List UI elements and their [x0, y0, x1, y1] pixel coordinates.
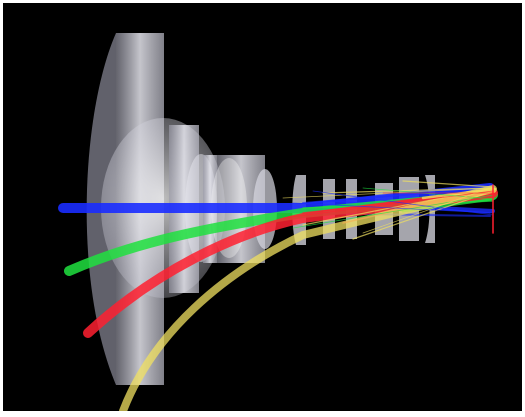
- ray-fan-rear: [282, 186, 494, 234]
- ray-bundles: [58, 180, 498, 411]
- optical-layout-canvas[interactable]: [3, 3, 522, 411]
